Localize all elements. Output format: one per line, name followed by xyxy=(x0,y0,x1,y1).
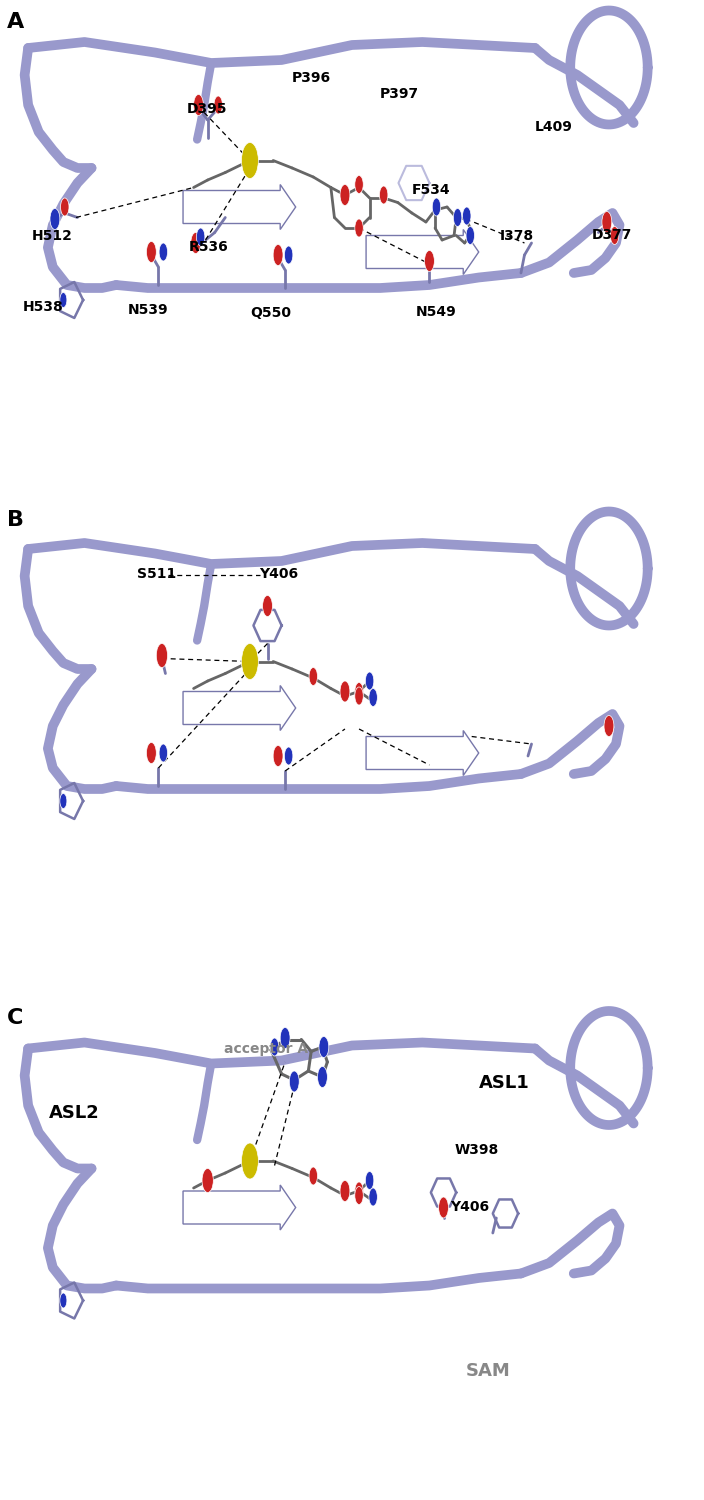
Circle shape xyxy=(355,219,363,237)
Text: acceptor A: acceptor A xyxy=(224,1042,308,1056)
Circle shape xyxy=(379,186,388,204)
Circle shape xyxy=(355,687,363,705)
Circle shape xyxy=(194,94,203,116)
Text: I378: I378 xyxy=(500,230,534,243)
Circle shape xyxy=(60,794,67,808)
Circle shape xyxy=(319,1036,329,1058)
Circle shape xyxy=(159,243,168,261)
Text: H512: H512 xyxy=(32,230,73,243)
Circle shape xyxy=(309,1167,318,1185)
FancyArrow shape xyxy=(183,184,296,230)
Circle shape xyxy=(355,1182,363,1200)
Circle shape xyxy=(60,292,67,308)
Circle shape xyxy=(369,688,377,706)
Circle shape xyxy=(610,226,619,244)
Text: S511: S511 xyxy=(137,567,177,580)
Circle shape xyxy=(355,682,363,700)
Circle shape xyxy=(280,1028,290,1048)
Text: ASL1: ASL1 xyxy=(479,1074,529,1092)
Circle shape xyxy=(432,198,441,216)
Text: W398: W398 xyxy=(454,1143,498,1156)
Circle shape xyxy=(425,251,434,272)
Text: C: C xyxy=(7,1008,23,1028)
Text: B: B xyxy=(7,510,24,530)
Text: D395: D395 xyxy=(187,102,227,116)
Text: P396: P396 xyxy=(292,70,332,84)
Text: F534: F534 xyxy=(412,183,451,196)
Text: N549: N549 xyxy=(415,304,456,318)
Text: A: A xyxy=(7,12,25,32)
Circle shape xyxy=(340,1180,350,1202)
FancyArrow shape xyxy=(366,230,479,274)
Circle shape xyxy=(273,746,283,766)
Circle shape xyxy=(241,142,258,178)
Circle shape xyxy=(273,244,283,266)
Circle shape xyxy=(159,744,168,762)
Circle shape xyxy=(604,716,614,736)
Circle shape xyxy=(365,1172,374,1190)
Circle shape xyxy=(146,742,156,764)
Text: L409: L409 xyxy=(535,120,573,134)
Circle shape xyxy=(369,1188,377,1206)
Text: Y406: Y406 xyxy=(259,567,298,580)
Text: Q550: Q550 xyxy=(250,306,291,320)
Circle shape xyxy=(61,198,69,216)
Circle shape xyxy=(284,246,293,264)
Text: Y406: Y406 xyxy=(451,1200,490,1214)
Circle shape xyxy=(453,209,462,226)
Circle shape xyxy=(50,209,60,230)
Circle shape xyxy=(146,242,156,262)
Circle shape xyxy=(284,747,293,765)
Circle shape xyxy=(309,668,318,686)
Text: ASL2: ASL2 xyxy=(49,1104,100,1122)
Text: H538: H538 xyxy=(23,300,63,313)
Circle shape xyxy=(289,1071,299,1092)
Circle shape xyxy=(263,596,272,616)
Text: R536: R536 xyxy=(189,240,228,254)
Circle shape xyxy=(202,1168,213,1192)
FancyArrow shape xyxy=(183,1185,296,1230)
Circle shape xyxy=(241,644,258,680)
Circle shape xyxy=(60,1293,67,1308)
Circle shape xyxy=(214,96,222,114)
Circle shape xyxy=(365,672,374,690)
Circle shape xyxy=(463,207,471,225)
Circle shape xyxy=(355,1186,363,1204)
Circle shape xyxy=(191,232,201,254)
Circle shape xyxy=(156,644,168,668)
Circle shape xyxy=(196,228,205,246)
Circle shape xyxy=(355,176,363,194)
FancyArrow shape xyxy=(366,730,479,776)
Circle shape xyxy=(439,1197,448,1218)
FancyArrow shape xyxy=(183,686,296,730)
Text: P397: P397 xyxy=(380,87,420,100)
Text: D377: D377 xyxy=(591,228,631,242)
Circle shape xyxy=(340,681,350,702)
Text: SAM: SAM xyxy=(466,1362,511,1380)
Circle shape xyxy=(602,211,612,232)
Circle shape xyxy=(340,184,350,206)
Circle shape xyxy=(318,1066,327,1088)
Circle shape xyxy=(241,1143,258,1179)
Text: N539: N539 xyxy=(128,303,169,316)
Circle shape xyxy=(270,1038,279,1056)
Circle shape xyxy=(466,226,474,244)
